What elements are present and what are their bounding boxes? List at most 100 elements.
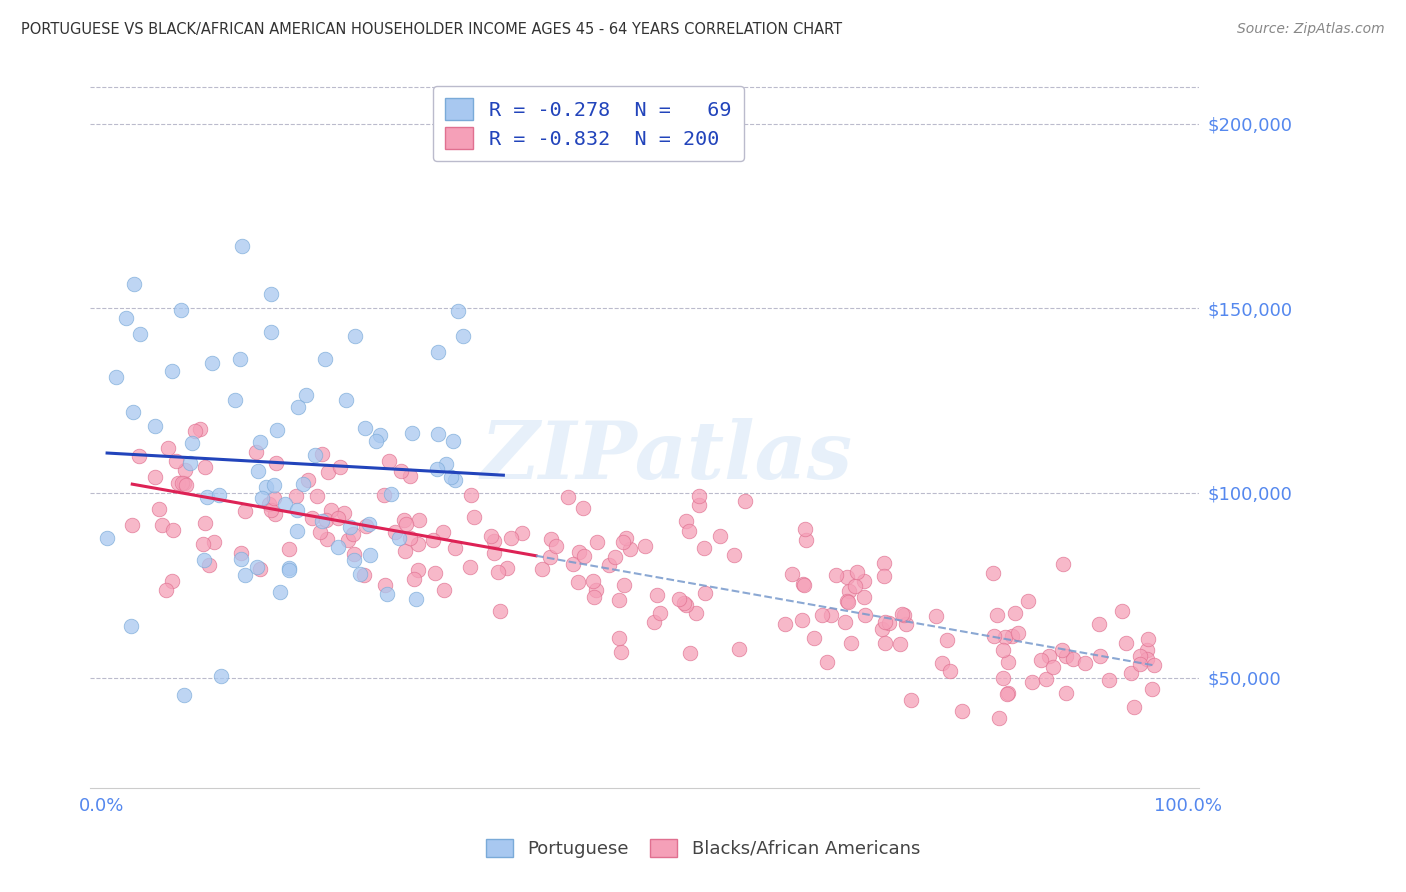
Point [179, 456, 201, 470]
Point [285, 489, 308, 503]
Point [995, 687, 1018, 701]
Point [773, 617, 796, 632]
Point [311, 447, 333, 461]
Point [1029, 653, 1052, 667]
Point [96, 532, 118, 546]
Legend: R = -0.278  N =   69, R = -0.832  N = 200: R = -0.278 N = 69, R = -0.832 N = 200 [433, 86, 744, 161]
Point [1143, 658, 1166, 673]
Point [1062, 652, 1084, 666]
Point [260, 325, 283, 339]
Point [460, 488, 482, 502]
Point [366, 434, 388, 448]
Point [233, 504, 256, 518]
Point [249, 562, 271, 576]
Point [889, 637, 911, 651]
Point [304, 448, 326, 462]
Point [389, 464, 412, 478]
Point [510, 525, 533, 540]
Point [870, 623, 893, 637]
Point [853, 574, 876, 588]
Point [326, 511, 349, 525]
Point [432, 583, 454, 598]
Point [820, 608, 842, 623]
Point [845, 565, 868, 579]
Point [679, 646, 702, 660]
Point [373, 488, 395, 502]
Point [354, 420, 377, 434]
Point [794, 522, 817, 536]
Point [1111, 604, 1133, 618]
Point [173, 688, 195, 702]
Point [157, 441, 180, 455]
Point [426, 427, 449, 442]
Point [839, 636, 862, 650]
Point [143, 470, 166, 484]
Point [200, 356, 222, 370]
Text: Source: ZipAtlas.com: Source: ZipAtlas.com [1237, 22, 1385, 37]
Point [162, 574, 184, 588]
Point [120, 619, 142, 633]
Point [1054, 649, 1077, 664]
Point [1129, 657, 1152, 672]
Point [877, 616, 900, 631]
Point [444, 541, 467, 555]
Point [295, 388, 318, 402]
Point [233, 567, 256, 582]
Point [277, 542, 299, 557]
Point [434, 457, 457, 471]
Point [128, 449, 150, 463]
Point [264, 456, 287, 470]
Point [936, 633, 959, 648]
Point [224, 392, 246, 407]
Point [709, 529, 731, 543]
Point [811, 607, 834, 622]
Point [803, 632, 825, 646]
Point [1090, 648, 1112, 663]
Point [1074, 656, 1097, 670]
Point [688, 489, 710, 503]
Point [815, 655, 838, 669]
Point [609, 631, 631, 645]
Point [890, 607, 912, 622]
Point [1021, 675, 1043, 690]
Point [790, 613, 813, 627]
Point [408, 513, 430, 527]
Point [983, 630, 1005, 644]
Point [1017, 594, 1039, 608]
Point [374, 577, 396, 591]
Point [339, 520, 361, 534]
Point [1123, 699, 1146, 714]
Legend: Portuguese, Blacks/African Americans: Portuguese, Blacks/African Americans [478, 831, 928, 865]
Point [685, 606, 707, 620]
Point [401, 425, 423, 440]
Point [1001, 629, 1024, 643]
Point [278, 561, 301, 575]
Point [793, 578, 815, 592]
Point [495, 560, 517, 574]
Point [530, 562, 553, 576]
Point [488, 565, 510, 579]
Point [246, 464, 269, 478]
Point [835, 593, 858, 607]
Point [538, 550, 561, 565]
Point [254, 480, 277, 494]
Point [585, 535, 607, 549]
Point [441, 434, 464, 448]
Point [675, 598, 697, 612]
Point [994, 630, 1017, 644]
Point [991, 643, 1014, 657]
Point [835, 570, 858, 584]
Point [610, 645, 633, 659]
Point [274, 497, 297, 511]
Point [834, 615, 856, 629]
Point [291, 476, 314, 491]
Point [605, 549, 627, 564]
Point [693, 585, 716, 599]
Point [734, 494, 756, 508]
Point [1035, 672, 1057, 686]
Point [1050, 643, 1073, 657]
Point [544, 539, 567, 553]
Point [231, 239, 253, 253]
Point [162, 523, 184, 537]
Point [484, 534, 506, 549]
